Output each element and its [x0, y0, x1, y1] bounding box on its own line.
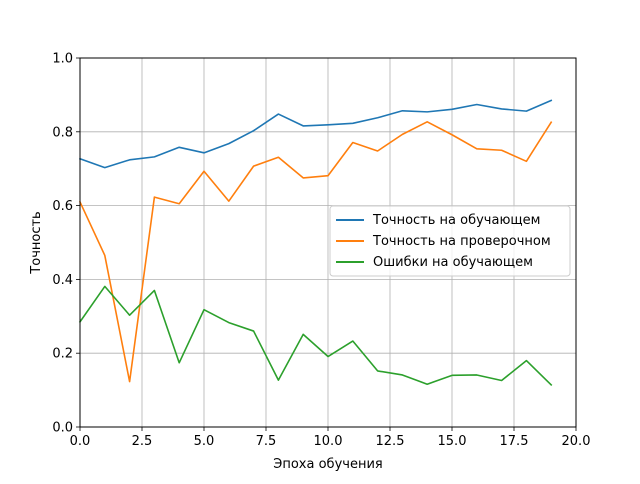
x-tick-label: 15.0 [438, 434, 467, 449]
legend-label-train-loss: Ошибки на обучающем [373, 255, 533, 270]
legend-label-train-accuracy: Точность на обучающем [372, 213, 540, 228]
legend-label-val-accuracy: Точность на проверочном [372, 234, 551, 249]
series-lines [78, 99, 553, 387]
y-tick-label: 0.2 [52, 347, 73, 362]
y-axis-label: Точность [29, 211, 44, 274]
x-tick-label: 0.0 [70, 434, 91, 449]
y-tick-label: 0.4 [52, 273, 73, 288]
x-tick-label: 10.0 [314, 434, 343, 449]
x-tick-label: 17.5 [500, 434, 529, 449]
series-line-train-loss [78, 285, 553, 387]
legend: Точность на обучающем Точность на провер… [329, 205, 571, 277]
x-tick-label: 20.0 [562, 434, 591, 449]
y-tick-label: 0.0 [52, 421, 73, 436]
x-tick-label: 5.0 [194, 434, 215, 449]
x-axis-label: Эпоха обучения [273, 457, 382, 472]
y-tick-label: 0.8 [52, 125, 73, 140]
axis-ticks: 0.0 2.5 5.0 7.5 10.0 12.5 15.0 17.5 20.0 0.0 0.2 0.… [52, 52, 590, 450]
series-line-train-accuracy [78, 99, 553, 169]
x-tick-label: 7.5 [256, 434, 277, 449]
legend-box [329, 205, 571, 277]
x-tick-label: 12.5 [376, 434, 405, 449]
series-line-val-accuracy [78, 121, 553, 383]
x-tick-label: 2.5 [132, 434, 153, 449]
y-tick-label: 1.0 [52, 52, 73, 67]
y-tick-label: 0.6 [52, 199, 73, 214]
